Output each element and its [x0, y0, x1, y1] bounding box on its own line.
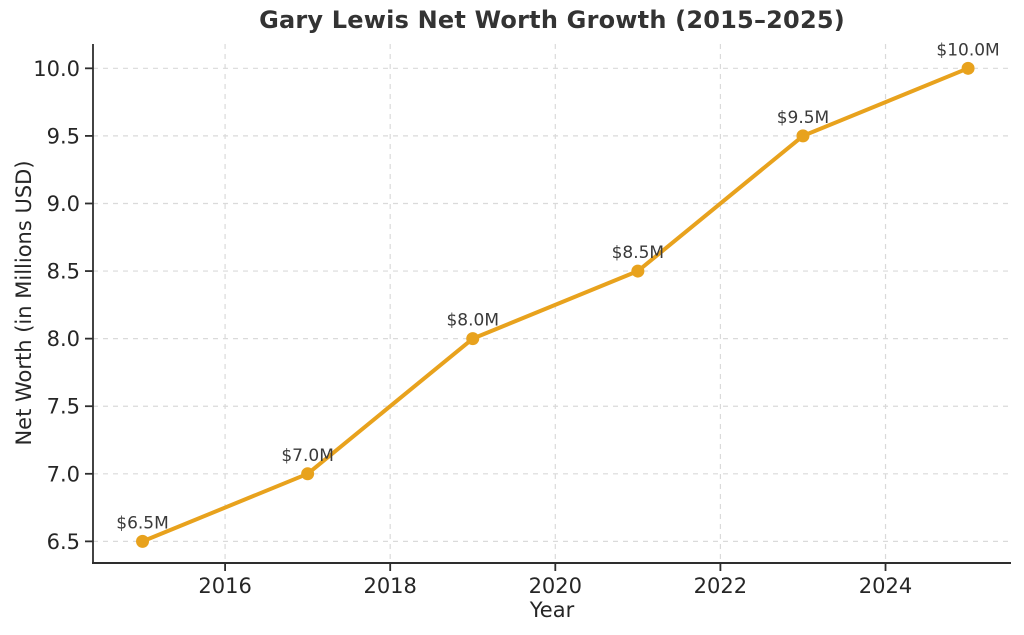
data-point-marker: [301, 467, 315, 481]
y-tick-label: 8.5: [47, 260, 80, 284]
y-tick-label: 9.5: [47, 124, 80, 148]
y-axis-label: Net Worth (in Millions USD): [12, 160, 36, 446]
x-tick-label: 2016: [198, 574, 251, 598]
data-point-label: $10.0M: [936, 40, 999, 60]
x-tick-label: 2022: [694, 574, 747, 598]
x-tick-label: 2018: [363, 574, 416, 598]
data-point-label: $7.0M: [281, 446, 334, 466]
y-tick-label: 8.0: [47, 327, 80, 351]
data-point-marker: [466, 332, 480, 346]
data-point-label: $8.0M: [446, 311, 499, 331]
y-tick-label: 10.0: [33, 57, 80, 81]
chart-title: Gary Lewis Net Worth Growth (2015–2025): [259, 6, 845, 34]
data-point-label: $8.5M: [612, 243, 665, 263]
x-tick-label: 2020: [529, 574, 582, 598]
data-point-marker: [136, 534, 150, 548]
y-tick-label: 9.0: [47, 192, 80, 216]
data-point-label: $9.5M: [777, 108, 830, 128]
data-point-marker: [961, 61, 975, 75]
data-point-marker: [631, 264, 645, 278]
y-tick-label: 6.5: [47, 530, 80, 554]
x-axis-label: Year: [529, 598, 575, 622]
networth-series-line: [140, 66, 971, 544]
y-tick-label: 7.0: [47, 462, 80, 486]
x-tick-label: 2024: [859, 574, 912, 598]
data-point-label: $6.5M: [116, 513, 169, 533]
data-point-marker: [796, 129, 810, 143]
y-tick-label: 7.5: [47, 395, 80, 419]
